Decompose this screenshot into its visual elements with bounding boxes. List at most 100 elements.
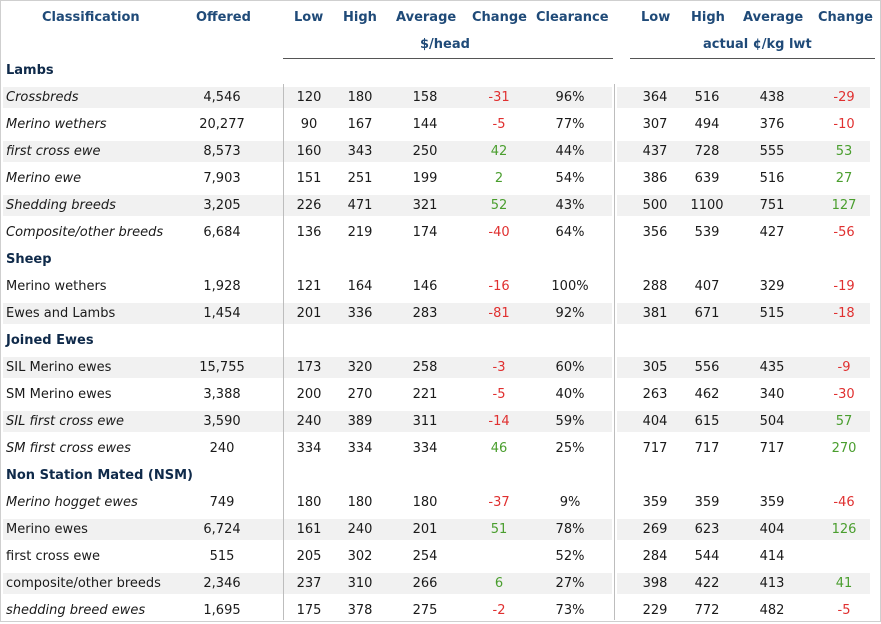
khigh-cell: 539 <box>694 225 720 240</box>
section-header-row: Sheep <box>0 246 881 273</box>
row-band <box>3 573 612 594</box>
row-band <box>617 141 870 162</box>
high-cell: 270 <box>347 387 373 402</box>
kchg-cell: 57 <box>835 414 853 429</box>
section-header-row: Lambs <box>0 57 881 84</box>
offered-cell: 3,388 <box>203 387 241 402</box>
clr-cell: 40% <box>555 387 585 402</box>
header-unit-head: $/head <box>420 37 470 52</box>
khigh-cell: 772 <box>694 603 720 618</box>
table-row: shedding breed ewes 1,695 175 378 275 -2 73% 22… <box>0 597 881 624</box>
high-cell: 167 <box>347 117 373 132</box>
khigh-cell: 359 <box>694 495 720 510</box>
khigh-cell: 639 <box>694 171 720 186</box>
header-rule-kg <box>630 58 875 59</box>
avg-cell: 221 <box>412 387 438 402</box>
kchg-cell: -5 <box>837 603 851 618</box>
row-band <box>3 87 612 108</box>
klow-cell: 359 <box>642 495 668 510</box>
kavg-cell: 555 <box>759 144 785 159</box>
khigh-cell: 623 <box>694 522 720 537</box>
kavg-cell: 717 <box>759 441 785 456</box>
clr-cell: 54% <box>555 171 585 186</box>
khigh-cell: 544 <box>694 549 720 564</box>
avg-cell: 321 <box>412 198 438 213</box>
klow-cell: 437 <box>642 144 668 159</box>
kavg-cell: 359 <box>759 495 785 510</box>
avg-cell: 283 <box>412 306 438 321</box>
chg-cell: -5 <box>492 117 506 132</box>
clr-cell: 60% <box>555 360 585 375</box>
low-cell: 136 <box>296 225 322 240</box>
table-row: SIL Merino ewes 15,755 173 320 258 -3 60% 305 55… <box>0 354 881 381</box>
row-band <box>3 303 612 324</box>
classification-cell: Merino ewes <box>6 522 88 537</box>
row-band <box>617 87 870 108</box>
header-clearance: Clearance <box>536 10 609 25</box>
low-cell: 201 <box>296 306 322 321</box>
offered-cell: 4,546 <box>203 90 241 105</box>
table-row: composite/other breeds 2,346 237 310 266 6 27%… <box>0 570 881 597</box>
offered-cell: 240 <box>209 441 235 456</box>
offered-cell: 2,346 <box>203 576 241 591</box>
classification-cell: Ewes and Lambs <box>6 306 116 321</box>
kchg-cell: -10 <box>833 117 855 132</box>
klow-cell: 717 <box>642 441 668 456</box>
offered-cell: 6,684 <box>203 225 241 240</box>
low-cell: 121 <box>296 279 322 294</box>
classification-cell: SM first cross ewes <box>6 441 131 456</box>
classification-cell: Merino ewe <box>6 171 82 186</box>
high-cell: 336 <box>347 306 373 321</box>
klow-cell: 398 <box>642 576 668 591</box>
khigh-cell: 615 <box>694 414 720 429</box>
clr-cell: 43% <box>555 198 585 213</box>
offered-cell: 7,903 <box>203 171 241 186</box>
section-title: Non Station Mated (NSM) <box>6 468 193 483</box>
high-cell: 302 <box>347 549 373 564</box>
kchg-cell <box>814 543 874 570</box>
header-low-kg: Low <box>641 10 671 25</box>
low-cell: 237 <box>296 576 322 591</box>
kavg-cell: 751 <box>759 198 785 213</box>
offered-cell: 3,590 <box>203 414 241 429</box>
high-cell: 180 <box>347 495 373 510</box>
chg-cell: 51 <box>490 522 508 537</box>
klow-cell: 381 <box>642 306 668 321</box>
low-cell: 120 <box>296 90 322 105</box>
header-high: High <box>343 10 377 25</box>
high-cell: 389 <box>347 414 373 429</box>
header-rule-head <box>283 58 613 59</box>
clr-cell: 77% <box>555 117 585 132</box>
low-cell: 226 <box>296 198 322 213</box>
classification-cell: SIL Merino ewes <box>6 360 112 375</box>
classification-cell: composite/other breeds <box>6 576 161 591</box>
klow-cell: 500 <box>642 198 668 213</box>
chg-cell: -2 <box>492 603 506 618</box>
clr-cell: 25% <box>555 441 585 456</box>
row-band <box>617 357 870 378</box>
clr-cell: 100% <box>551 279 589 294</box>
kavg-cell: 376 <box>759 117 785 132</box>
avg-cell: 201 <box>412 522 438 537</box>
offered-cell: 749 <box>209 495 235 510</box>
classification-cell: shedding breed ewes <box>6 603 146 618</box>
high-cell: 219 <box>347 225 373 240</box>
low-cell: 200 <box>296 387 322 402</box>
row-band <box>3 519 612 540</box>
clr-cell: 64% <box>555 225 585 240</box>
clr-cell: 27% <box>555 576 585 591</box>
table-row: Merino ewe 7,903 151 251 199 2 54% 386 639 516 27 <box>0 165 881 192</box>
chg-cell: -40 <box>488 225 510 240</box>
kavg-cell: 516 <box>759 171 785 186</box>
klow-cell: 404 <box>642 414 668 429</box>
row-band <box>617 195 870 216</box>
avg-cell: 146 <box>412 279 438 294</box>
khigh-cell: 422 <box>694 576 720 591</box>
khigh-cell: 1100 <box>690 198 724 213</box>
clr-cell: 92% <box>555 306 585 321</box>
khigh-cell: 407 <box>694 279 720 294</box>
klow-cell: 263 <box>642 387 668 402</box>
khigh-cell: 462 <box>694 387 720 402</box>
avg-cell: 144 <box>412 117 438 132</box>
kavg-cell: 340 <box>759 387 785 402</box>
